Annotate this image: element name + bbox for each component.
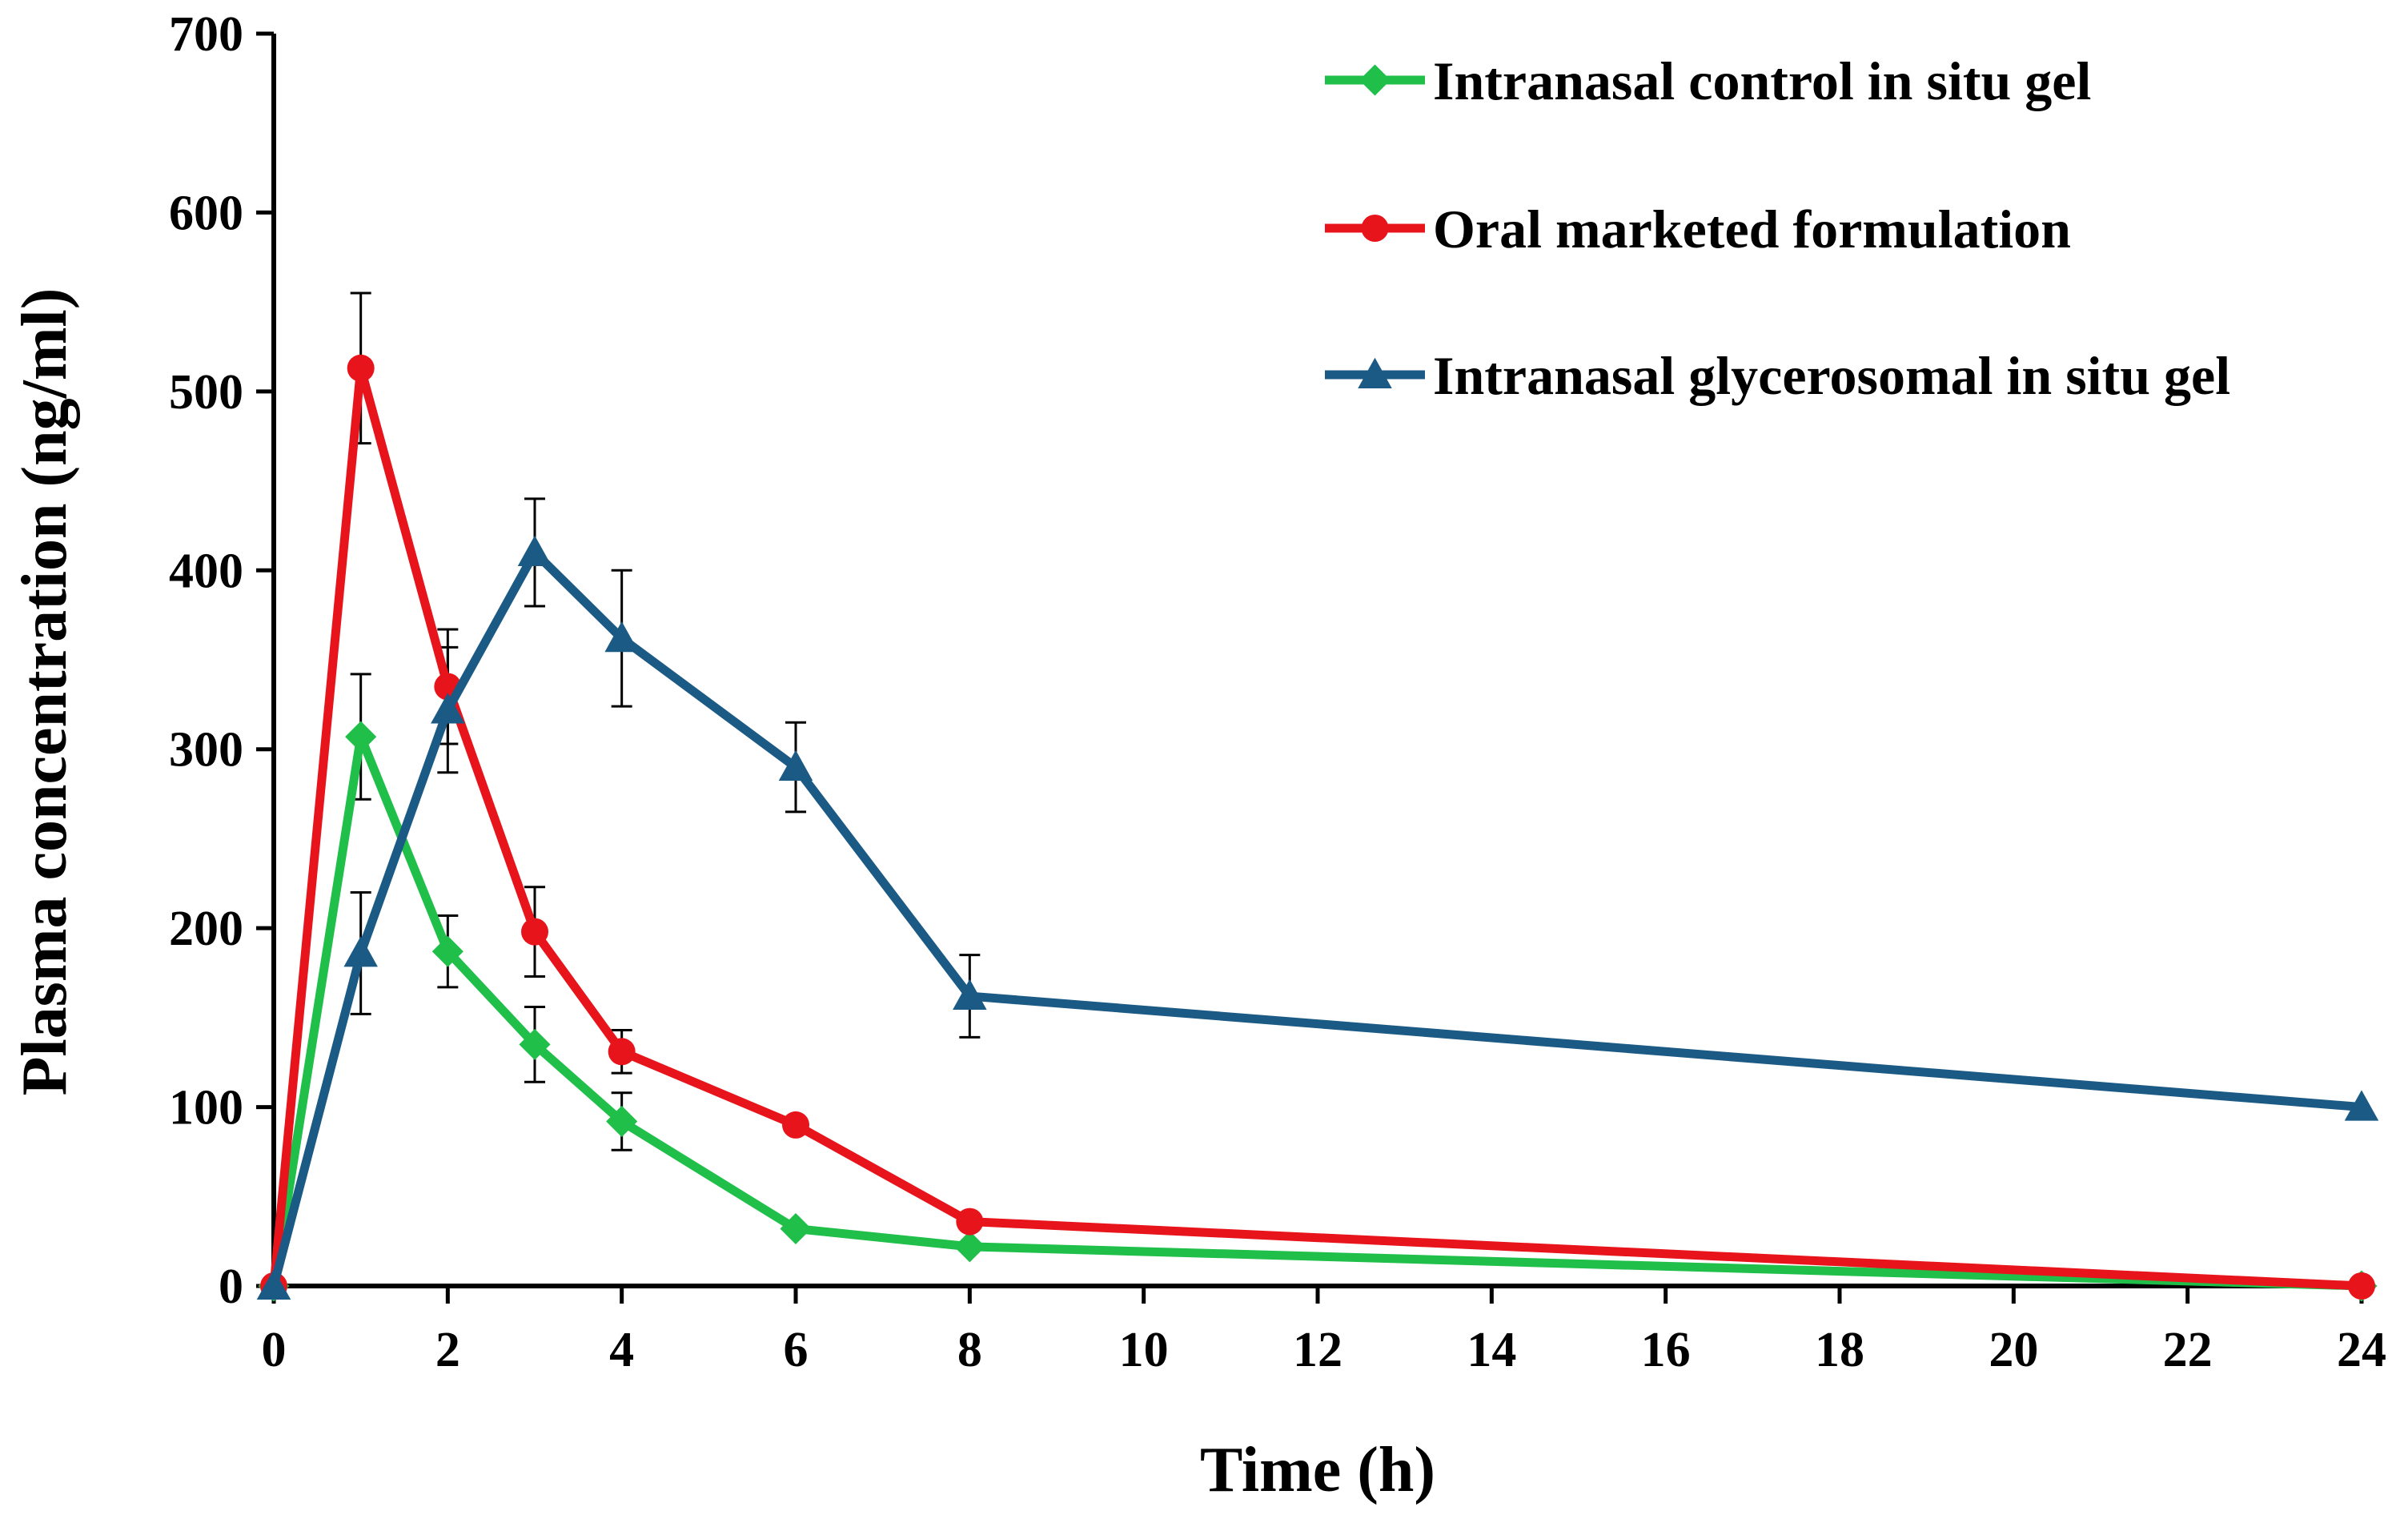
series-layer bbox=[256, 354, 2379, 1302]
x-tick-label: 6 bbox=[784, 1323, 809, 1377]
y-tick-label: 200 bbox=[169, 902, 243, 956]
y-tick-label: 500 bbox=[169, 365, 243, 420]
data-point bbox=[517, 535, 552, 566]
x-tick-label: 0 bbox=[262, 1323, 287, 1377]
data-point bbox=[2344, 1090, 2379, 1121]
x-tick-label: 12 bbox=[1293, 1323, 1342, 1377]
y-tick-label: 100 bbox=[169, 1081, 243, 1135]
y-tick-label: 700 bbox=[169, 7, 243, 62]
x-tick-label: 18 bbox=[1815, 1323, 1864, 1377]
legend: Intranasal control in situ gel Oral marke… bbox=[1325, 50, 2230, 406]
data-point bbox=[778, 749, 813, 782]
legend-label: Intranasal glycerosomal in situ gel bbox=[1433, 345, 2230, 406]
legend-marker bbox=[1358, 357, 1392, 388]
data-point bbox=[519, 1028, 551, 1060]
legend-label: Intranasal control in situ gel bbox=[1433, 50, 2091, 111]
data-point bbox=[256, 1268, 291, 1300]
y-tick-label: 0 bbox=[219, 1260, 243, 1314]
x-tick-label: 24 bbox=[2337, 1323, 2386, 1377]
legend-marker bbox=[1361, 215, 1389, 242]
x-tick-label: 16 bbox=[1641, 1323, 1691, 1377]
series-line-1 bbox=[269, 364, 2366, 1291]
y-tick-label: 400 bbox=[169, 544, 243, 598]
data-point bbox=[431, 935, 464, 967]
data-point bbox=[780, 1212, 812, 1245]
x-tick-label: 14 bbox=[1467, 1323, 1516, 1377]
data-point bbox=[953, 978, 987, 1011]
y-axis-title: Plasma concentration (ng/ml) bbox=[10, 288, 80, 1096]
legend-marker bbox=[1359, 64, 1391, 96]
data-point bbox=[782, 1111, 809, 1139]
x-tick-label: 4 bbox=[609, 1323, 634, 1377]
data-point bbox=[606, 1105, 638, 1137]
x-tick-label: 2 bbox=[435, 1323, 460, 1377]
series-line-0 bbox=[269, 732, 2366, 1291]
data-point bbox=[608, 1038, 636, 1066]
data-point bbox=[343, 936, 378, 967]
legend-label: Oral marketed formulation bbox=[1433, 199, 2071, 259]
data-point bbox=[2348, 1272, 2375, 1300]
x-tick-label: 22 bbox=[2163, 1323, 2213, 1377]
series-line-2 bbox=[269, 548, 2366, 1291]
data-point bbox=[347, 354, 375, 382]
data-point bbox=[521, 918, 548, 946]
x-axis-title: Time (h) bbox=[1200, 1435, 1435, 1505]
y-tick-label: 600 bbox=[169, 186, 243, 240]
y-tick-label: 300 bbox=[169, 723, 243, 778]
x-tick-label: 10 bbox=[1119, 1323, 1169, 1377]
data-point bbox=[345, 721, 377, 753]
x-tick-label: 8 bbox=[957, 1323, 982, 1377]
data-point bbox=[956, 1208, 984, 1236]
x-tick-label: 20 bbox=[1989, 1323, 2038, 1377]
data-point bbox=[431, 693, 465, 724]
data-point bbox=[953, 1231, 985, 1263]
data-point bbox=[604, 621, 639, 653]
